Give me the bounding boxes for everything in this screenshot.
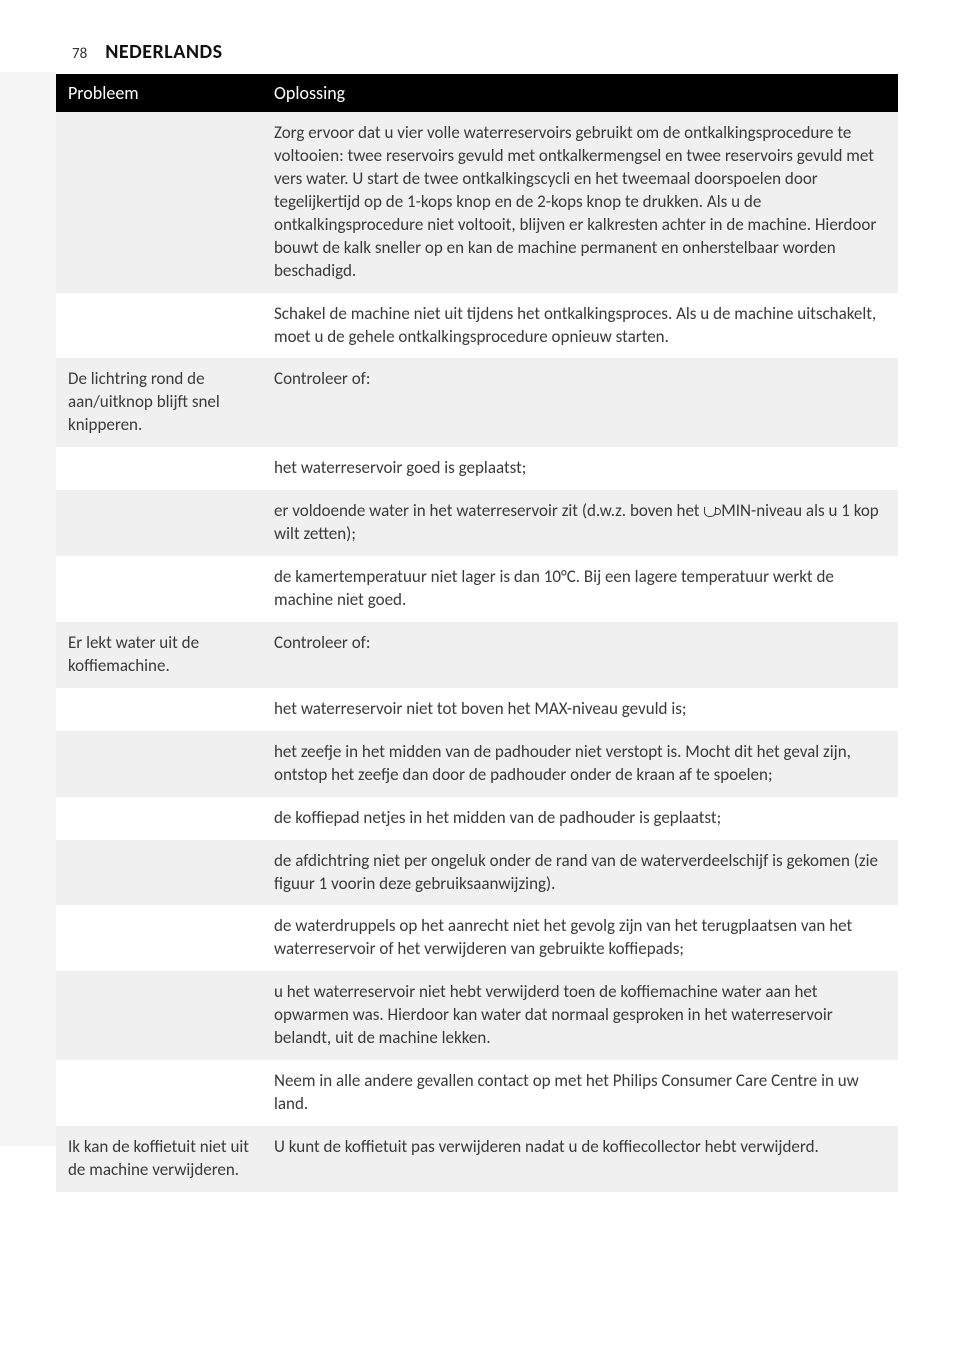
problem-cell <box>56 731 262 797</box>
solution-cell: het zeefje in het midden van de padhoude… <box>262 731 898 797</box>
problem-cell <box>56 971 262 1060</box>
left-margin-shade <box>0 72 56 1146</box>
solution-cell: het waterreservoir niet tot boven het MA… <box>262 688 898 731</box>
problem-cell: Er lekt water uit de koffiemachine. <box>56 622 262 688</box>
problem-cell <box>56 688 262 731</box>
problem-cell <box>56 490 262 556</box>
page-number: 78 <box>72 45 87 63</box>
table-header-row: Probleem Oplossing <box>56 74 898 112</box>
solution-cell: u het waterreservoir niet hebt verwijder… <box>262 971 898 1060</box>
header-solution: Oplossing <box>262 74 898 112</box>
solution-text-pre: er voldoende water in het waterreservoir… <box>274 500 703 521</box>
table-row: de afdichtring niet per ongeluk onder de… <box>56 840 898 906</box>
problem-cell <box>56 447 262 490</box>
header-problem: Probleem <box>56 74 262 112</box>
problem-cell <box>56 797 262 840</box>
table-row: het waterreservoir goed is geplaatst; <box>56 447 898 490</box>
table-row: u het waterreservoir niet hebt verwijder… <box>56 971 898 1060</box>
table-row: het zeefje in het midden van de padhoude… <box>56 731 898 797</box>
solution-cell: de kamertemperatuur niet lager is dan 10… <box>262 556 898 622</box>
table-row: de waterdruppels op het aanrecht niet he… <box>56 905 898 971</box>
problem-cell <box>56 112 262 293</box>
document-page: 78 NEDERLANDS Probleem Oplossing Zorg er… <box>0 0 954 1232</box>
problem-cell <box>56 905 262 971</box>
solution-cell: Neem in alle andere gevallen contact op … <box>262 1060 898 1126</box>
solution-cell: Zorg ervoor dat u vier volle waterreserv… <box>262 112 898 293</box>
solution-cell: U kunt de koffietuit pas verwijderen nad… <box>262 1126 898 1192</box>
table-row: Neem in alle andere gevallen contact op … <box>56 1060 898 1126</box>
table-row: er voldoende water in het waterreservoir… <box>56 490 898 556</box>
table-row: de koffiepad netjes in het midden van de… <box>56 797 898 840</box>
table-row: het waterreservoir niet tot boven het MA… <box>56 688 898 731</box>
table-row: De lichtring rond de aan/uitknop blijft … <box>56 358 898 447</box>
page-header: 78 NEDERLANDS <box>56 40 898 64</box>
solution-cell: de afdichtring niet per ongeluk onder de… <box>262 840 898 906</box>
problem-cell <box>56 840 262 906</box>
solution-cell: Schakel de machine niet uit tijdens het … <box>262 293 898 359</box>
problem-cell: Ik kan de koffietuit niet uit de machine… <box>56 1126 262 1192</box>
solution-cell: de koffiepad netjes in het midden van de… <box>262 797 898 840</box>
troubleshooting-table: Probleem Oplossing Zorg ervoor dat u vie… <box>56 74 898 1192</box>
table-row: Zorg ervoor dat u vier volle waterreserv… <box>56 112 898 293</box>
solution-cell: de waterdruppels op het aanrecht niet he… <box>262 905 898 971</box>
solution-cell: het waterreservoir goed is geplaatst; <box>262 447 898 490</box>
problem-cell <box>56 293 262 359</box>
table-row: Schakel de machine niet uit tijdens het … <box>56 293 898 359</box>
language-title: NEDERLANDS <box>105 40 222 64</box>
problem-cell: De lichtring rond de aan/uitknop blijft … <box>56 358 262 447</box>
solution-cell: er voldoende water in het waterreservoir… <box>262 490 898 556</box>
table-row: Er lekt water uit de koffiemachine.Contr… <box>56 622 898 688</box>
solution-cell: Controleer of: <box>262 358 898 447</box>
table-row: de kamertemperatuur niet lager is dan 10… <box>56 556 898 622</box>
problem-cell <box>56 556 262 622</box>
cup-icon <box>704 507 716 517</box>
table-body: Zorg ervoor dat u vier volle waterreserv… <box>56 112 898 1192</box>
problem-cell <box>56 1060 262 1126</box>
solution-cell: Controleer of: <box>262 622 898 688</box>
table-row: Ik kan de koffietuit niet uit de machine… <box>56 1126 898 1192</box>
